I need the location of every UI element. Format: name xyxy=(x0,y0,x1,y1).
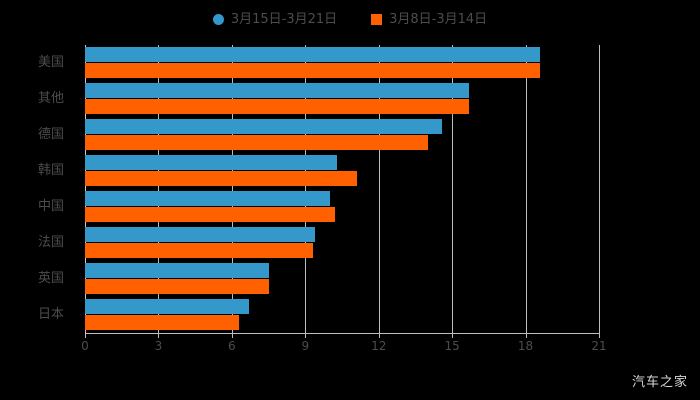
gridline-x-3 xyxy=(158,45,160,333)
bar-1[interactable] xyxy=(85,243,313,258)
legend-entry-series-1[interactable]: 3月8日-3月14日 xyxy=(371,13,487,26)
plot-area xyxy=(85,45,600,333)
gridline-x-18 xyxy=(525,45,527,333)
y-axis-label: 德国 xyxy=(37,127,64,142)
gridline-x-6 xyxy=(231,45,233,333)
bar-1[interactable] xyxy=(85,135,428,150)
bar-group xyxy=(85,297,599,333)
y-axis-label: 韩国 xyxy=(37,163,64,178)
bar-0[interactable] xyxy=(85,263,269,278)
x-axis-tick-label: 15 xyxy=(444,339,460,353)
bar-1[interactable] xyxy=(85,99,470,114)
bar-1[interactable] xyxy=(85,315,240,330)
tick-mark-x-18 xyxy=(525,333,527,338)
bar-group xyxy=(85,81,599,117)
bar-1[interactable] xyxy=(85,279,269,294)
y-axis-label: 日本 xyxy=(37,307,64,322)
square-marker-icon xyxy=(371,13,383,25)
bar-0[interactable] xyxy=(85,83,470,98)
tick-mark-x-15 xyxy=(452,333,454,338)
tick-mark-x-6 xyxy=(231,333,233,338)
gridline-x-9 xyxy=(305,45,307,333)
bar-group xyxy=(85,261,599,297)
bar-group xyxy=(85,225,599,261)
bar-group xyxy=(85,189,599,225)
bar-1[interactable] xyxy=(85,207,335,222)
gridline-x-21 xyxy=(599,45,600,333)
x-axis-tick-label: 9 xyxy=(301,339,310,353)
bar-0[interactable] xyxy=(85,227,316,242)
bar-1[interactable] xyxy=(85,171,357,186)
x-axis-labels: 0 3 6 9 12 15 18 21 xyxy=(0,340,700,360)
tick-mark-x-21 xyxy=(599,333,600,338)
x-axis-tick-label: 12 xyxy=(371,339,387,353)
tick-mark-x-12 xyxy=(378,333,380,338)
watermark: 汽车之家 xyxy=(631,375,688,390)
x-axis-line xyxy=(85,333,600,334)
legend-label-series-1: 3月8日-3月14日 xyxy=(389,11,488,27)
bar-1[interactable] xyxy=(85,63,541,78)
y-axis-label: 美国 xyxy=(37,55,64,70)
y-axis-label: 法国 xyxy=(37,235,64,250)
gridline-x-0 xyxy=(85,45,86,333)
y-axis-label: 其他 xyxy=(37,91,64,106)
gridline-x-15 xyxy=(452,45,454,333)
bar-group xyxy=(85,153,599,189)
bar-0[interactable] xyxy=(85,299,249,314)
bar-0[interactable] xyxy=(85,119,443,134)
x-axis-tick-label: 3 xyxy=(154,339,163,353)
tick-mark-x-9 xyxy=(305,333,307,338)
y-axis-label: 中国 xyxy=(37,199,64,214)
y-axis-labels: 美国其他德国韩国中国法国英国日本 xyxy=(0,45,75,333)
y-axis-label: 英国 xyxy=(37,271,64,286)
chart-legend: 3月15日-3月21日 3月8日-3月14日 xyxy=(0,6,700,32)
tick-mark-x-0 xyxy=(85,333,86,338)
bar-0[interactable] xyxy=(85,191,330,206)
circle-marker-icon xyxy=(212,13,224,25)
bar-group xyxy=(85,45,599,81)
tick-mark-x-3 xyxy=(158,333,160,338)
legend-entry-series-0[interactable]: 3月15日-3月21日 xyxy=(212,11,338,27)
x-axis-tick-label: 18 xyxy=(517,339,534,353)
bar-0[interactable] xyxy=(85,155,338,170)
bar-group xyxy=(85,117,599,153)
x-axis-tick-label: 6 xyxy=(228,339,236,353)
legend-label-series-0: 3月15日-3月21日 xyxy=(230,11,338,27)
gridline-x-12 xyxy=(378,45,380,333)
bar-0[interactable] xyxy=(85,47,541,62)
x-axis-tick-label: 21 xyxy=(591,339,607,353)
x-axis-tick-label: 0 xyxy=(81,339,89,353)
